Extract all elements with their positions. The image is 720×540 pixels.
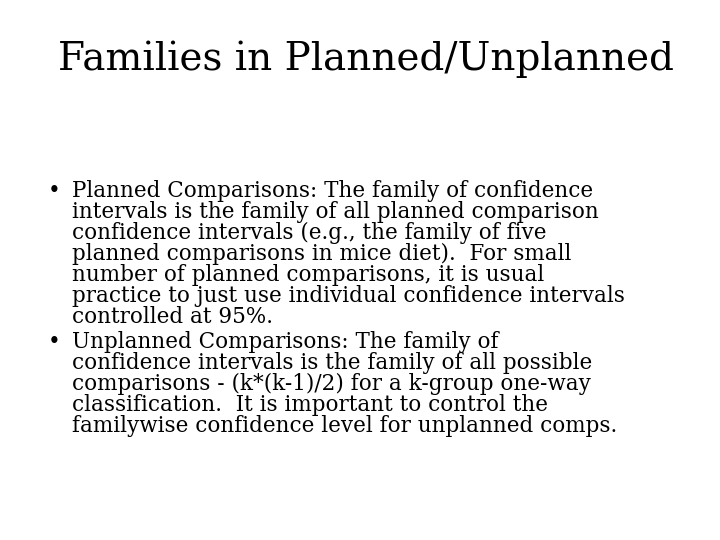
- Text: confidence intervals (e.g., the family of five: confidence intervals (e.g., the family o…: [72, 222, 546, 244]
- Text: familywise confidence level for unplanned comps.: familywise confidence level for unplanne…: [72, 415, 617, 437]
- Text: intervals is the family of all planned comparison: intervals is the family of all planned c…: [72, 201, 599, 223]
- Text: number of planned comparisons, it is usual: number of planned comparisons, it is usu…: [72, 264, 544, 286]
- Text: •: •: [48, 331, 60, 353]
- Text: comparisons - (k*(k-1)/2) for a k-group one-way: comparisons - (k*(k-1)/2) for a k-group …: [72, 373, 591, 395]
- Text: Families in Planned/Unplanned: Families in Planned/Unplanned: [58, 40, 674, 78]
- Text: planned comparisons in mice diet).  For small: planned comparisons in mice diet). For s…: [72, 243, 572, 265]
- Text: •: •: [48, 180, 60, 202]
- Text: Planned Comparisons: The family of confidence: Planned Comparisons: The family of confi…: [72, 180, 593, 202]
- Text: practice to just use individual confidence intervals: practice to just use individual confiden…: [72, 285, 625, 307]
- Text: Unplanned Comparisons: The family of: Unplanned Comparisons: The family of: [72, 331, 498, 353]
- Text: classification.  It is important to control the: classification. It is important to contr…: [72, 394, 548, 416]
- Text: confidence intervals is the family of all possible: confidence intervals is the family of al…: [72, 352, 593, 374]
- Text: controlled at 95%.: controlled at 95%.: [72, 306, 273, 328]
